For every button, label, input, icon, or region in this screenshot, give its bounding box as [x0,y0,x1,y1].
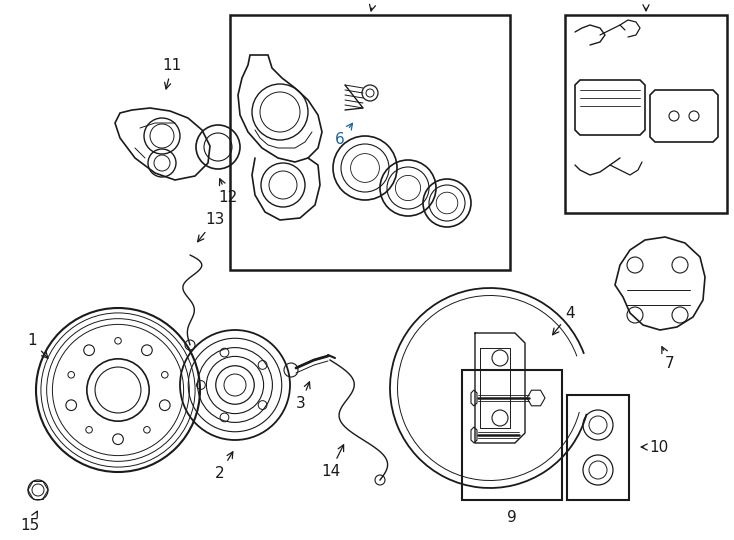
Text: 8: 8 [642,0,651,11]
Text: 15: 15 [21,511,40,532]
Text: 6: 6 [335,123,352,147]
Text: 5: 5 [369,0,379,11]
Text: 4: 4 [553,306,575,335]
Text: 13: 13 [197,213,225,242]
Bar [565,15,727,213]
Bar [462,370,562,500]
Text: 14: 14 [321,445,344,478]
Text: 10: 10 [642,440,669,455]
Bar [230,15,510,270]
Text: 3: 3 [296,382,310,410]
Text: 7: 7 [662,347,675,370]
Text: 9: 9 [507,510,517,525]
Text: 1: 1 [27,333,48,358]
Text: 11: 11 [162,58,181,89]
Bar [567,395,629,500]
Text: 2: 2 [215,452,233,481]
Text: 12: 12 [219,179,238,205]
